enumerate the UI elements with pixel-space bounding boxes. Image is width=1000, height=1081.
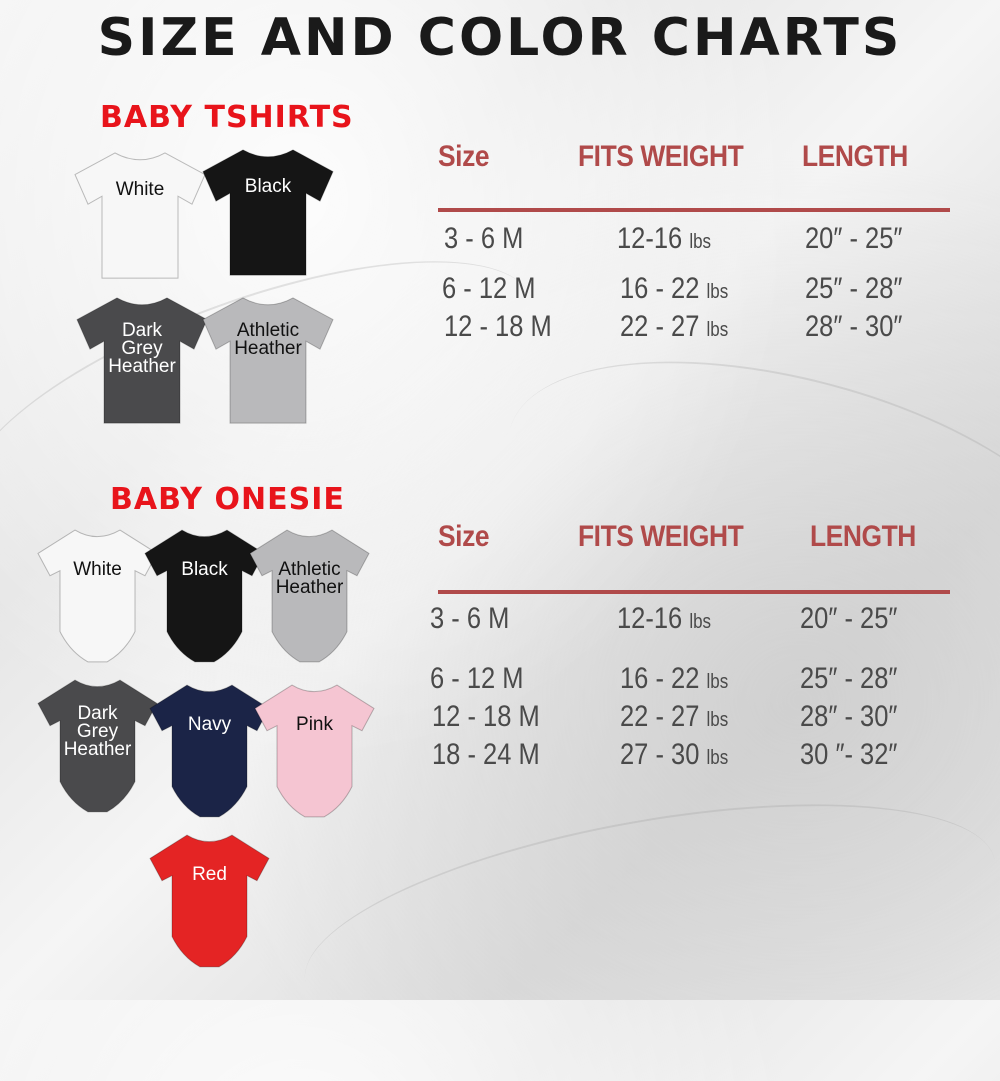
weight-cell: 16 - 22 lbs xyxy=(620,272,728,306)
weight-value: 27 - 30 xyxy=(620,738,700,771)
length-cell: 25″ - 28″ xyxy=(805,272,902,306)
weight-unit: lbs xyxy=(706,709,729,731)
header-divider xyxy=(438,590,950,594)
size-value: 6 - 12 M xyxy=(430,662,524,695)
color-label: White xyxy=(115,179,165,200)
length-cell: 30 ″- 32″ xyxy=(800,738,897,772)
onesie-white: White xyxy=(35,525,160,667)
page-title: SIZE AND COLOR CHARTS xyxy=(97,8,903,68)
size-value: 12 - 18 M xyxy=(444,310,552,343)
tshirt-icon xyxy=(202,297,334,424)
color-label: White xyxy=(73,559,122,580)
color-label: Red xyxy=(192,864,227,885)
onesie-icon xyxy=(249,529,370,663)
size-value: 18 - 24 M xyxy=(432,738,540,771)
tshirts-title: BABY TSHIRTS xyxy=(100,100,354,135)
weight-unit: lbs xyxy=(689,611,712,633)
weight-cell: 27 - 30 lbs xyxy=(620,738,728,772)
size-cell: 6 - 12 M xyxy=(442,272,536,306)
length-value: 25″ - 28″ xyxy=(805,272,903,305)
size-value: 3 - 6 M xyxy=(430,602,510,635)
weight-value: 16 - 22 xyxy=(620,272,700,305)
onesie-icon xyxy=(144,529,265,663)
length-value: 20″ - 25″ xyxy=(800,602,898,635)
weight-value: 22 - 27 xyxy=(620,700,700,733)
size-cell: 12 - 18 M xyxy=(432,700,540,734)
weight-unit: lbs xyxy=(689,231,712,253)
tshirt-black: Black xyxy=(198,142,338,280)
length-value: 20″ - 25″ xyxy=(805,222,903,255)
weight-cell: 22 - 27 lbs xyxy=(620,310,728,344)
tshirt-white: White xyxy=(70,145,210,283)
onesie-icon xyxy=(37,679,158,813)
color-label: Athletic Heather xyxy=(275,559,344,598)
marble-vein xyxy=(287,760,1000,1081)
tshirt-icon xyxy=(76,297,208,424)
column-header: FITS WEIGHT xyxy=(578,520,744,553)
column-header: LENGTH xyxy=(810,520,916,553)
weight-value: 12-16 xyxy=(617,602,683,635)
color-label: Pink xyxy=(296,714,333,735)
length-cell: 20″ - 25″ xyxy=(805,222,902,256)
column-header: LENGTH xyxy=(802,140,908,173)
weight-value: 16 - 22 xyxy=(620,662,700,695)
onesie-navy: Navy xyxy=(147,680,272,822)
weight-unit: lbs xyxy=(706,671,729,693)
onesie-icon xyxy=(37,529,158,663)
size-cell: 3 - 6 M xyxy=(444,222,523,256)
onesie-pink: Pink xyxy=(252,680,377,822)
length-value: 30 ″- 32″ xyxy=(800,738,898,771)
weight-value: 22 - 27 xyxy=(620,310,700,343)
size-value: 3 - 6 M xyxy=(444,222,524,255)
weight-cell: 22 - 27 lbs xyxy=(620,700,728,734)
onesie-icon xyxy=(149,834,270,968)
onesie-athletic-heather: Athletic Heather xyxy=(247,525,372,667)
length-cell: 28″ - 30″ xyxy=(805,310,902,344)
weight-cell: 12-16 lbs xyxy=(617,222,711,256)
tshirt-dark-grey-heather: Dark Grey Heather xyxy=(72,290,212,428)
onesie-dark-grey-heather: Dark Grey Heather xyxy=(35,675,160,817)
weight-unit: lbs xyxy=(706,281,729,303)
color-label: Black xyxy=(181,559,228,580)
length-cell: 25″ - 28″ xyxy=(800,662,897,696)
weight-value: 12-16 xyxy=(617,222,683,255)
weight-cell: 12-16 lbs xyxy=(617,602,711,636)
column-header: FITS WEIGHT xyxy=(578,140,744,173)
length-cell: 20″ - 25″ xyxy=(800,602,897,636)
weight-unit: lbs xyxy=(706,319,729,341)
size-cell: 18 - 24 M xyxy=(432,738,540,772)
tshirt-icon xyxy=(74,152,206,279)
weight-unit: lbs xyxy=(706,747,729,769)
tshirt-icon xyxy=(202,149,334,276)
size-cell: 6 - 12 M xyxy=(430,662,524,696)
size-value: 12 - 18 M xyxy=(432,700,540,733)
size-value: 6 - 12 M xyxy=(442,272,536,305)
color-label: Dark Grey Heather xyxy=(108,320,176,377)
onesies-title: BABY ONESIE xyxy=(110,482,345,517)
marble-vein xyxy=(477,306,1000,706)
size-cell: 3 - 6 M xyxy=(430,602,509,636)
onesie-icon xyxy=(254,684,375,818)
length-cell: 28″ - 30″ xyxy=(800,700,897,734)
header-divider xyxy=(438,208,950,212)
column-header: Size xyxy=(438,520,490,553)
length-value: 28″ - 30″ xyxy=(800,700,898,733)
length-value: 25″ - 28″ xyxy=(800,662,898,695)
onesie-black: Black xyxy=(142,525,267,667)
color-label: Navy xyxy=(187,714,232,735)
onesie-red: Red xyxy=(147,830,272,972)
color-label: Black xyxy=(244,176,292,197)
color-label: Dark Grey Heather xyxy=(63,703,132,760)
tshirt-athletic-heather: Athletic Heather xyxy=(198,290,338,428)
column-header: Size xyxy=(438,140,490,173)
size-cell: 12 - 18 M xyxy=(444,310,552,344)
weight-cell: 16 - 22 lbs xyxy=(620,662,728,696)
color-label: Athletic Heather xyxy=(234,320,302,359)
length-value: 28″ - 30″ xyxy=(805,310,903,343)
onesie-icon xyxy=(149,684,270,818)
